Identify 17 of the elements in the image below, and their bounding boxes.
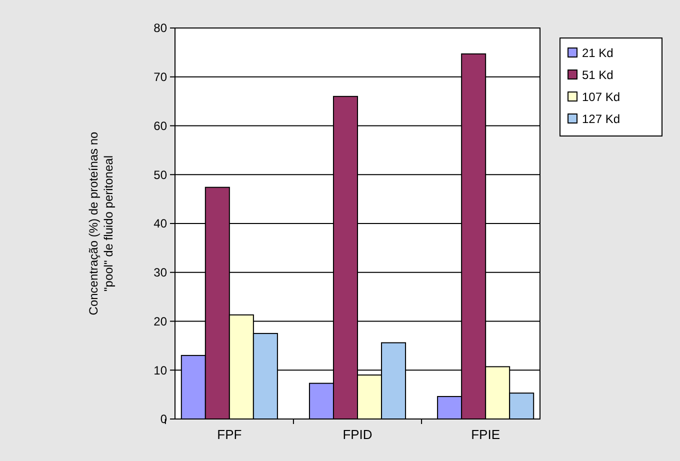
y-axis-title: Concentração (%) de proteínas no "pool" de fluido peritoneal <box>86 131 116 316</box>
y-tick-label: 80 <box>154 21 168 36</box>
y-tick-label: 10 <box>154 363 168 378</box>
y-tick-label: 70 <box>154 70 168 84</box>
y-tick-label: 50 <box>154 168 168 182</box>
legend-label: 21 Kd <box>582 46 614 60</box>
x-tick-label: FPIE <box>471 427 500 442</box>
y-tick-label: 30 <box>154 266 168 280</box>
y-tick-label: 40 <box>154 216 168 231</box>
x-tick-label: FPF <box>217 427 242 442</box>
legend-label: 51 Kd <box>582 68 614 82</box>
legend-label: 127 Kd <box>582 112 620 126</box>
y-tick-label: 20 <box>154 314 168 328</box>
x-tick-label: FPID <box>342 427 372 442</box>
y-tick-label: 60 <box>154 118 168 133</box>
legend-label: 107 Kd <box>582 90 620 104</box>
y-tick-label: 0 <box>160 412 168 426</box>
